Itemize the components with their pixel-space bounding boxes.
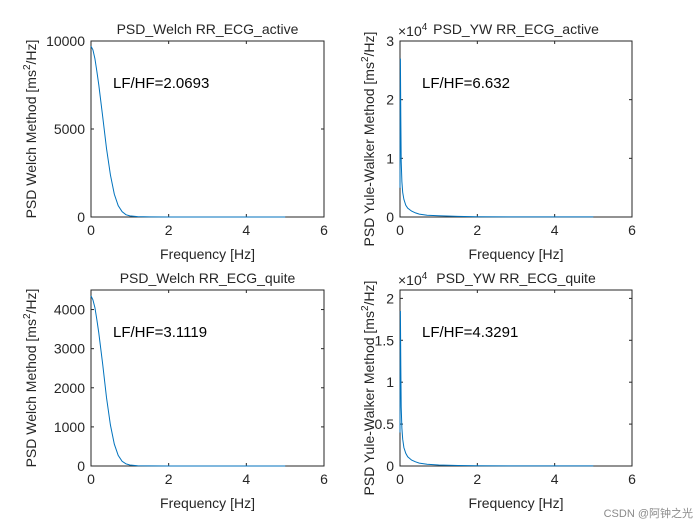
y-axis-label: PSD Welch Method [ms2/Hz] [22,289,39,468]
y-tick-label: 1.5 [375,332,395,348]
y-tick-label: 2000 [54,380,85,396]
y-tick-label: 2 [386,92,394,108]
lf-hf-annotation: LF/HF=6.632 [422,75,510,92]
x-tick-label: 0 [396,222,404,238]
chart-title: PSD_YW RR_ECG_active [433,21,599,37]
psd-curve [90,46,286,218]
x-axis-label: Frequency [Hz] [160,246,255,262]
axes-frame [90,289,325,467]
y-tick-label: 5000 [54,121,85,137]
axes-frame [399,40,633,218]
subplot-1: 0 2 4 6 0 5000 10000 PSD_Welch RR_ECG_active Fre… [22,21,328,262]
chart-title: PSD_Welch RR_ECG_active [117,21,299,37]
y-tick-label: 0 [386,458,394,474]
x-tick-label: 4 [551,471,559,487]
axes-frame [399,289,633,467]
y-tick-label: 1000 [54,419,85,435]
y-tick-label: 1 [386,150,394,166]
subplot-3: 0 2 4 6 0 1000 2000 3000 4000 PSD_Welch RR_ECG_qu… [22,270,328,511]
psd-curve [90,295,286,467]
x-tick-label: 4 [242,471,250,487]
x-tick-label: 6 [628,222,636,238]
y-tick-label: 4000 [54,302,85,318]
y-tick-label: 1 [386,374,394,390]
lf-hf-annotation: LF/HF=4.3291 [422,324,518,341]
x-axis-label: Frequency [Hz] [160,495,255,511]
psd-curve [399,310,594,467]
y-exponent-label: ×104 [398,271,428,288]
x-tick-label: 2 [165,471,173,487]
x-tick-label: 6 [320,222,328,238]
y-tick-label: 0.5 [375,416,395,432]
y-axis-label: PSD Yule-Walker Method [ms2/Hz] [360,32,377,247]
y-exponent-label: ×104 [398,22,428,39]
x-axis-label: Frequency [Hz] [469,246,564,262]
x-tick-label: 6 [320,471,328,487]
lf-hf-annotation: LF/HF=2.0693 [113,75,209,92]
x-tick-label: 6 [628,471,636,487]
subplot-4: 0 2 4 600.511.52×104 PSD_YW RR_ECG_quiteFreq… [360,270,636,511]
chart-title: PSD_YW RR_ECG_quite [436,270,596,286]
x-tick-label: 4 [242,222,250,238]
y-tick-label: 3 [386,33,394,49]
y-tick-label: 3000 [54,341,85,357]
psd-curve [399,58,594,218]
lf-hf-annotation: LF/HF=3.1119 [113,324,207,341]
x-tick-label: 2 [473,471,481,487]
y-axis-label: PSD Welch Method [ms2/Hz] [22,40,39,219]
y-tick-label: 0 [386,209,394,225]
watermark-text: CSDN @阿钟之光 [604,506,693,520]
y-tick-label: 0 [77,209,85,225]
x-tick-label: 0 [87,471,95,487]
y-tick-label: 0 [77,458,85,474]
subplot-2: 0 2 4 6 0 1 2 3×104 PSD_YW RR_ECG_active Frequenc… [360,21,636,262]
x-axis-label: Frequency [Hz] [469,495,564,511]
y-tick-label: 10000 [46,33,85,49]
y-tick-label: 2 [386,290,394,306]
x-tick-label: 2 [165,222,173,238]
y-axis-label: PSD Yule-Walker Method [ms2/Hz] [360,281,377,496]
chart-title: PSD_Welch RR_ECG_quite [120,270,296,286]
x-tick-label: 4 [551,222,559,238]
x-tick-label: 0 [396,471,404,487]
axes-frame [90,40,325,218]
x-tick-label: 2 [473,222,481,238]
x-tick-label: 0 [87,222,95,238]
